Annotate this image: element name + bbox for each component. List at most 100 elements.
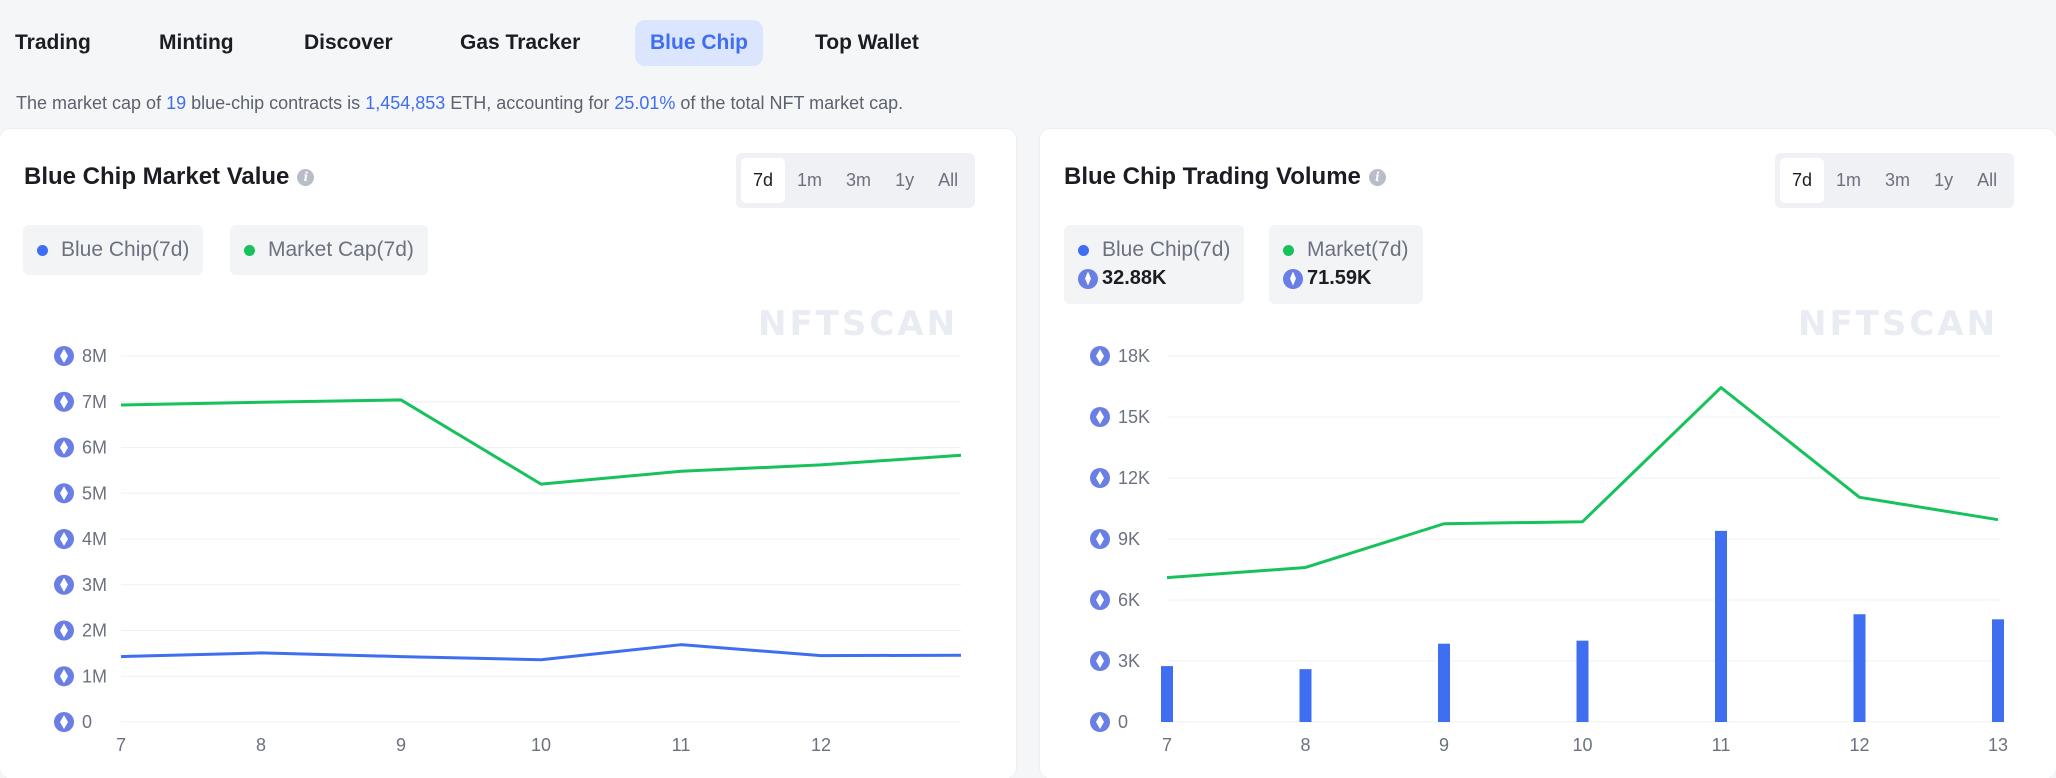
legend-label: Market(7d) — [1307, 238, 1409, 261]
y-tick-label: 2M — [82, 621, 107, 641]
summary-contract-count: 19 — [166, 93, 187, 113]
trading-volume-title-text: Blue Chip Trading Volume — [1064, 163, 1361, 190]
legend-market-cap[interactable]: Market Cap(7d) — [230, 225, 428, 275]
range-1y-button[interactable]: 1y — [895, 170, 915, 190]
y-tick-label: 9K — [1118, 529, 1140, 549]
eth-icon-diamond — [60, 623, 68, 638]
y-tick-label: 6M — [82, 438, 107, 458]
market-value-title-text: Blue Chip Market Value — [24, 163, 290, 190]
tab-gas-tracker[interactable]: Gas Tracker — [460, 31, 581, 54]
eth-icon — [1090, 346, 1110, 366]
x-tick-label: 8 — [1300, 735, 1310, 755]
legend-blue-chip[interactable]: Blue Chip(7d) — [23, 225, 204, 275]
legend-value: 71.59K — [1307, 267, 1372, 289]
eth-icon-diamond — [1096, 654, 1104, 668]
tab-discover[interactable]: Discover — [304, 31, 393, 54]
x-tick-label: 10 — [531, 735, 551, 755]
info-icon[interactable]: i — [1368, 168, 1386, 186]
tab-blue-chip[interactable]: Blue Chip — [635, 20, 763, 66]
series-line-blue-chip--d- — [120, 643, 962, 662]
range-3m-button[interactable]: 3m — [1885, 170, 1911, 190]
eth-icon-diamond — [60, 394, 68, 409]
x-tick-label: 13 — [1988, 735, 2008, 755]
y-tick-label: 3K — [1118, 651, 1140, 671]
eth-icon-diamond — [1096, 349, 1104, 363]
range-all-button[interactable]: All — [1977, 170, 1998, 190]
eth-icon-diamond — [60, 486, 68, 501]
eth-icon-diamond — [60, 577, 68, 592]
eth-icon — [1090, 590, 1110, 610]
eth-icon-diamond — [60, 715, 68, 729]
range-7d-button[interactable]: 7d — [741, 158, 786, 203]
y-tick-label: 7M — [82, 392, 107, 412]
summary-market-cap: 1,454,853 — [365, 93, 446, 113]
trading-volume-chart: 0 3K 6K 9K 12K 15K 18K 7 8 9 10 11 12 13 — [1090, 346, 2008, 755]
range-all-button[interactable]: All — [938, 170, 959, 190]
eth-icon-diamond — [1096, 532, 1104, 546]
nftscan-watermark: NFTSCAN — [758, 304, 959, 344]
eth-icon-diamond — [1096, 410, 1104, 424]
y-tick-label: 12K — [1118, 468, 1150, 488]
eth-icon — [1090, 529, 1110, 549]
x-tick-label: 12 — [811, 735, 831, 755]
summary-mid-1: blue-chip contracts is — [186, 93, 366, 113]
y-tick-label: 0 — [82, 712, 92, 732]
y-tick-label: 5M — [82, 483, 107, 503]
tab-top-wallet[interactable]: Top Wallet — [815, 31, 919, 54]
legend-blue-chip-volume[interactable]: Blue Chip(7d) 32.88K — [1064, 225, 1245, 304]
nftscan-watermark: NFTSCAN — [1798, 304, 1999, 344]
market-cap-summary: The market cap of 19 blue-chip contracts… — [16, 93, 903, 114]
range-1m-button[interactable]: 1m — [1836, 170, 1862, 190]
market-value-card: Blue Chip Market Value i 7d 1m 3m 1y All… — [0, 129, 1016, 778]
y-tick-label: 6K — [1118, 590, 1140, 610]
summary-mid-2: ETH, accounting for — [445, 93, 615, 113]
eth-icon — [1090, 712, 1110, 732]
eth-icon-diamond — [1096, 471, 1104, 485]
tab-trading[interactable]: Trading — [15, 31, 91, 54]
market-value-chart: 0 1M 2M 3M 4M 5M 6M 7M 8M 7 8 9 10 11 12 — [54, 346, 962, 755]
series-line-market--d- — [1166, 386, 1999, 580]
trading-volume-range-selector: 7d 1m 3m 1y All — [1775, 153, 2015, 208]
eth-icon — [1078, 268, 1098, 289]
eth-icon — [1090, 407, 1110, 427]
range-1m-button[interactable]: 1m — [797, 170, 823, 190]
eth-icon — [54, 391, 74, 412]
bar-13 — [1992, 619, 2004, 722]
range-3m-button[interactable]: 3m — [846, 170, 872, 190]
y-tick-label: 18K — [1118, 346, 1150, 366]
eth-icon — [1283, 268, 1303, 289]
eth-icon-diamond — [1096, 715, 1104, 729]
eth-icon — [54, 483, 74, 504]
bar-10 — [1576, 640, 1589, 722]
x-tick-label: 7 — [116, 735, 126, 755]
summary-prefix: The market cap of — [16, 93, 167, 113]
eth-icon — [54, 712, 74, 732]
x-tick-label: 9 — [396, 735, 406, 755]
eth-icon — [54, 437, 74, 458]
info-icon[interactable]: i — [297, 168, 315, 186]
y-tick-label: 8M — [82, 346, 107, 366]
legend-value: 32.88K — [1102, 267, 1167, 289]
trading-volume-card: Blue Chip Trading Volume i 7d 1m 3m 1y A… — [1040, 129, 2056, 778]
eth-icon — [54, 529, 74, 549]
legend-dot-icon — [1078, 244, 1089, 256]
series-line-market-cap--d- — [120, 398, 962, 486]
x-tick-label: 11 — [672, 735, 691, 755]
legend-dot-icon — [244, 244, 255, 256]
tab-minting[interactable]: Minting — [159, 31, 234, 54]
eth-icon-diamond — [60, 349, 68, 363]
range-1y-button[interactable]: 1y — [1934, 170, 1954, 190]
eth-icon — [54, 574, 74, 595]
legend-label: Blue Chip(7d) — [61, 238, 190, 261]
eth-icon — [1090, 651, 1110, 671]
eth-icon — [1090, 468, 1110, 488]
range-7d-button[interactable]: 7d — [1780, 158, 1825, 203]
bar-11 — [1715, 530, 1727, 722]
trading-volume-title: Blue Chip Trading Volume i — [1064, 163, 1386, 191]
market-value-range-selector: 7d 1m 3m 1y All — [736, 153, 976, 208]
y-tick-label: 4M — [82, 529, 107, 549]
legend-label: Blue Chip(7d) — [1102, 238, 1231, 261]
x-tick-label: 11 — [1712, 735, 1731, 755]
legend-market-volume[interactable]: Market(7d) 71.59K — [1269, 225, 1423, 304]
eth-icon-diamond — [60, 669, 68, 684]
